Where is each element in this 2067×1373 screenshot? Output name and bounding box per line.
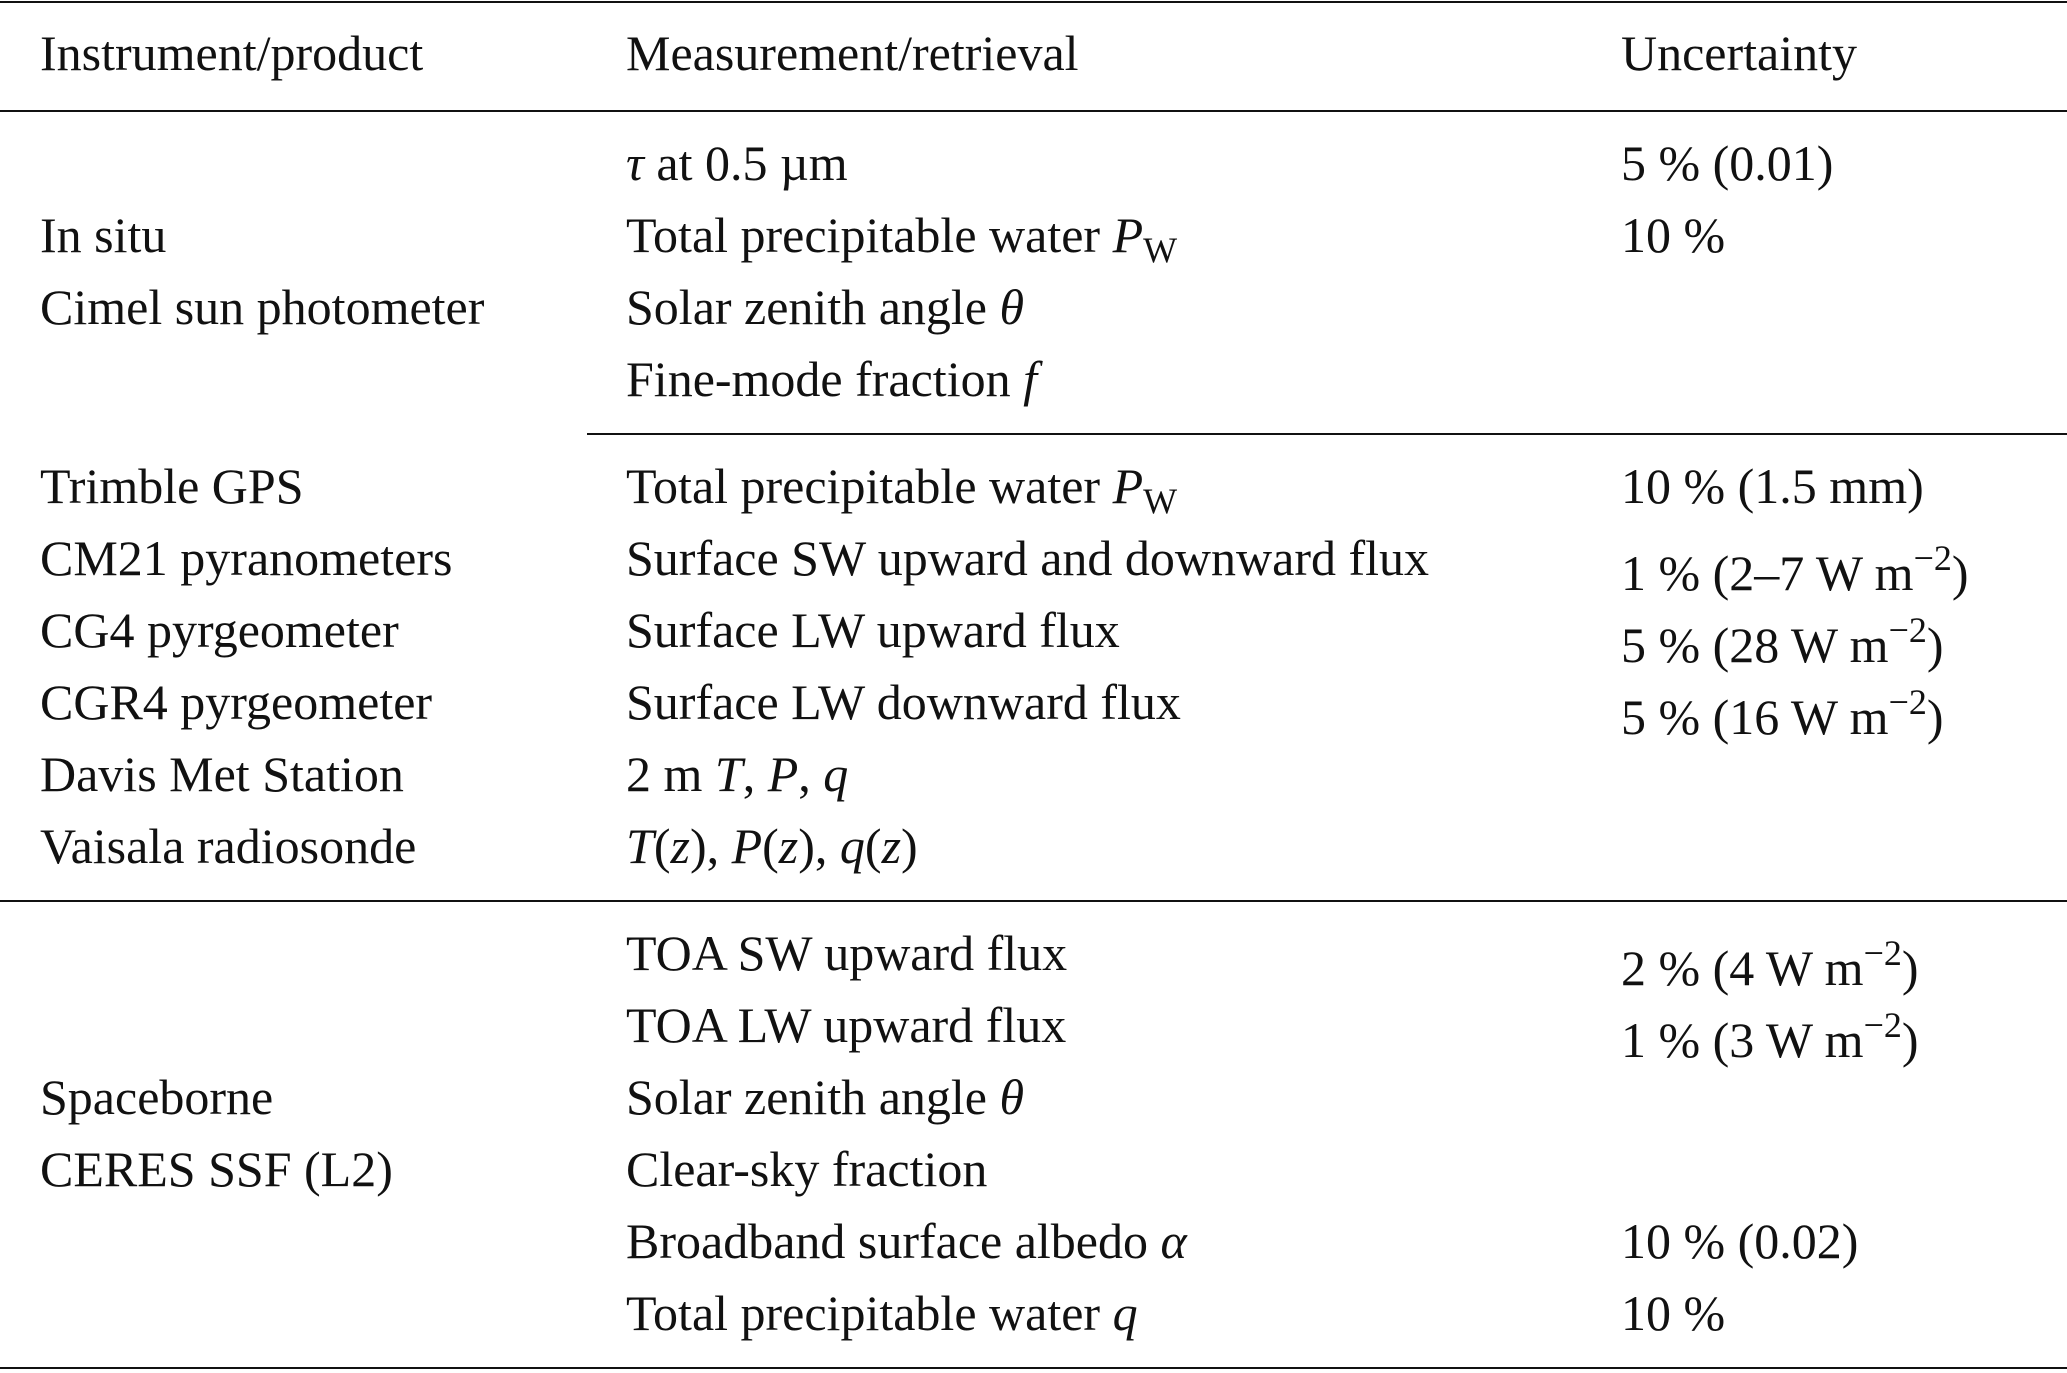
text-run: (: [762, 818, 779, 874]
text-run: q: [823, 746, 849, 802]
table-cell: 1 % (3 W m−2): [1621, 995, 1919, 1068]
text-run: −2: [1863, 933, 1902, 973]
table-cell: Surface LW downward flux: [626, 674, 1181, 730]
text-run: ): [1951, 545, 1969, 601]
table-cell: 10 %: [1621, 1285, 1726, 1341]
table-cell: Davis Met Station: [40, 746, 404, 802]
text-run: Solar zenith angle: [626, 1069, 1000, 1125]
text-run: W: [1143, 481, 1178, 521]
table-cell: 2 m T, P, q: [626, 744, 848, 804]
text-run: ),: [689, 818, 732, 874]
text-run: P: [1112, 207, 1144, 263]
text-run: (: [653, 818, 671, 874]
text-run: τ: [626, 135, 644, 191]
table-cell: Solar zenith angle θ: [626, 277, 1024, 337]
table-cell: Cimel sun photometer: [40, 279, 485, 335]
table-cell: Fine-mode fraction f: [626, 349, 1037, 409]
table-cell: T(z), P(z), q(z): [626, 816, 918, 876]
table-cell: Total precipitable water PW: [626, 456, 1177, 521]
table-cell: 10 % (1.5 mm): [1621, 458, 1924, 514]
text-run: z: [778, 818, 799, 874]
text-run: ): [1901, 940, 1919, 996]
text-run: (: [864, 818, 882, 874]
text-run: 5 % (16 W m: [1621, 689, 1889, 745]
text-run: ): [901, 818, 918, 874]
table-cell: 5 % (16 W m−2): [1621, 672, 1944, 745]
table-cell: Total precipitable water q: [626, 1283, 1138, 1343]
text-run: at 0.5 µm: [643, 135, 848, 191]
text-run: −2: [1863, 1005, 1902, 1045]
text-run: θ: [999, 279, 1025, 335]
text-run: Total precipitable water: [626, 458, 1113, 514]
table-cell: 10 %: [1621, 207, 1726, 263]
text-run: P: [731, 818, 763, 874]
table-cell: Total precipitable water PW: [626, 205, 1177, 270]
table-cell: Solar zenith angle θ: [626, 1067, 1024, 1127]
table-cell: CGR4 pyrgeometer: [40, 674, 433, 730]
header-cell: Measurement/retrieval: [626, 25, 1079, 81]
text-run: θ: [999, 1069, 1025, 1125]
text-run: q: [1112, 1285, 1138, 1341]
rule-line: [0, 1, 2067, 3]
text-run: q: [839, 818, 865, 874]
text-run: P: [767, 746, 799, 802]
table-cell: Surface LW upward flux: [626, 602, 1120, 658]
table-cell: 2 % (4 W m−2): [1621, 923, 1919, 996]
table-cell: TOA SW upward flux: [626, 925, 1068, 981]
text-run: ): [1901, 1012, 1919, 1068]
header-cell: Instrument/product: [40, 25, 424, 81]
header-cell: Uncertainty: [1621, 25, 1858, 81]
text-run: 2 m: [626, 746, 715, 802]
text-run: α: [1160, 1213, 1187, 1269]
rule-line: [0, 1367, 2067, 1369]
table-cell: 5 % (0.01): [1621, 135, 1834, 191]
text-run: ,: [798, 746, 824, 802]
text-run: Broadband surface albedo: [626, 1213, 1161, 1269]
rule-line: [0, 110, 2067, 112]
rule-line: [587, 433, 2067, 435]
text-run: ): [1926, 617, 1944, 673]
text-run: −2: [1913, 538, 1952, 578]
rule-line: [0, 900, 2067, 902]
text-run: T: [714, 746, 743, 802]
table-cell: 5 % (28 W m−2): [1621, 600, 1944, 673]
text-run: ): [1926, 689, 1944, 745]
text-run: Total precipitable water: [626, 1285, 1113, 1341]
table-cell: 1 % (2–7 W m−2): [1621, 528, 1969, 601]
text-run: ),: [798, 818, 840, 874]
text-run: 1 % (3 W m: [1621, 1012, 1864, 1068]
table-cell: Surface SW upward and downward flux: [626, 530, 1430, 586]
text-run: −2: [1888, 610, 1927, 650]
text-run: z: [881, 818, 902, 874]
text-run: Fine-mode fraction: [626, 351, 1024, 407]
table-cell: Vaisala radiosonde: [40, 818, 417, 874]
text-run: z: [670, 818, 690, 874]
text-run: 2 % (4 W m: [1621, 940, 1864, 996]
table-cell: CG4 pyrgeometer: [40, 602, 399, 658]
text-run: −2: [1888, 682, 1927, 722]
text-run: ,: [742, 746, 768, 802]
table-cell: Trimble GPS: [40, 458, 304, 514]
table-cell: Clear-sky fraction: [626, 1141, 988, 1197]
table-cell: CM21 pyranometers: [40, 530, 453, 586]
text-run: P: [1112, 458, 1144, 514]
table-cell: 10 % (0.02): [1621, 1213, 1859, 1269]
table-cell: Spaceborne: [40, 1069, 274, 1125]
text-run: 5 % (28 W m: [1621, 617, 1889, 673]
text-run: T: [626, 818, 654, 874]
text-run: Solar zenith angle: [626, 279, 1000, 335]
table-cell: CERES SSF (L2): [40, 1141, 393, 1197]
table-cell: TOA LW upward flux: [626, 997, 1067, 1053]
text-run: W: [1143, 230, 1178, 270]
table-cell: τ at 0.5 µm: [626, 133, 848, 193]
table-cell: Broadband surface albedo α: [626, 1211, 1187, 1271]
text-run: 1 % (2–7 W m: [1621, 545, 1914, 601]
text-run: Total precipitable water: [626, 207, 1113, 263]
table-cell: In situ: [40, 207, 167, 263]
text-run: f: [1023, 351, 1038, 407]
